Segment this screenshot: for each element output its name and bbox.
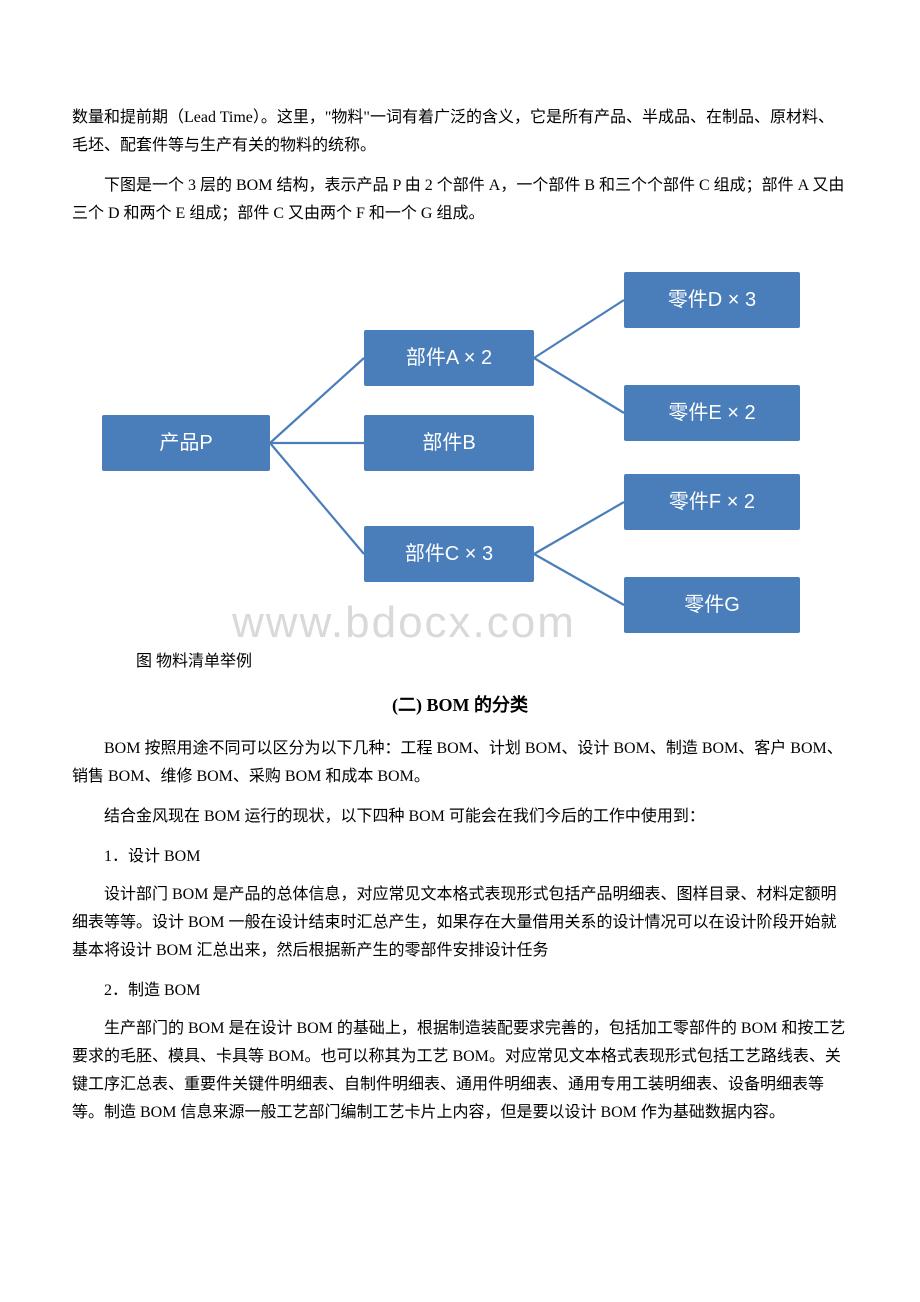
list-item-body-1: 设计部门 BOM 是产品的总体信息，对应常见文本格式表现形式包括产品明细表、图样… — [72, 881, 848, 965]
diagram-node-part_f: 零件F × 2 — [624, 474, 800, 530]
diagram-node-part_e: 零件E × 2 — [624, 385, 800, 441]
list-item-body-2: 生产部门的 BOM 是在设计 BOM 的基础上，根据制造装配要求完善的，包括加工… — [72, 1015, 848, 1127]
diagram-node-comp_a: 部件A × 2 — [364, 330, 534, 386]
diagram-node-comp_b: 部件B — [364, 415, 534, 471]
diagram-node-comp_c: 部件C × 3 — [364, 526, 534, 582]
paragraph-bom-context: 结合金风现在 BOM 运行的现状，以下四种 BOM 可能会在我们今后的工作中使用… — [72, 803, 848, 831]
diagram-node-part_g: 零件G — [624, 577, 800, 633]
paragraph-lead: 数量和提前期（Lead Time）。这里，"物料"一词有着广泛的含义，它是所有产… — [72, 104, 848, 160]
bom-tree-diagram: 产品P 部件A × 2 部件B 部件C × 3 零件D × 3 零件E × 2 零件F × … — [72, 252, 848, 642]
diagram-node-root: 产品P — [102, 415, 270, 471]
diagram-node-part_d: 零件D × 3 — [624, 272, 800, 328]
list-item-title-1: 1．设计 BOM — [104, 843, 848, 871]
section-heading: (二) BOM 的分类 — [72, 692, 848, 719]
paragraph-bom-types: BOM 按照用途不同可以区分为以下几种：工程 BOM、计划 BOM、设计 BOM… — [72, 735, 848, 791]
watermark-text: www.bdocx.com — [232, 590, 576, 656]
list-item-title-2: 2．制造 BOM — [104, 977, 848, 1005]
paragraph-intro-diagram: 下图是一个 3 层的 BOM 结构，表示产品 P 由 2 个部件 A，一个部件 … — [72, 172, 848, 228]
